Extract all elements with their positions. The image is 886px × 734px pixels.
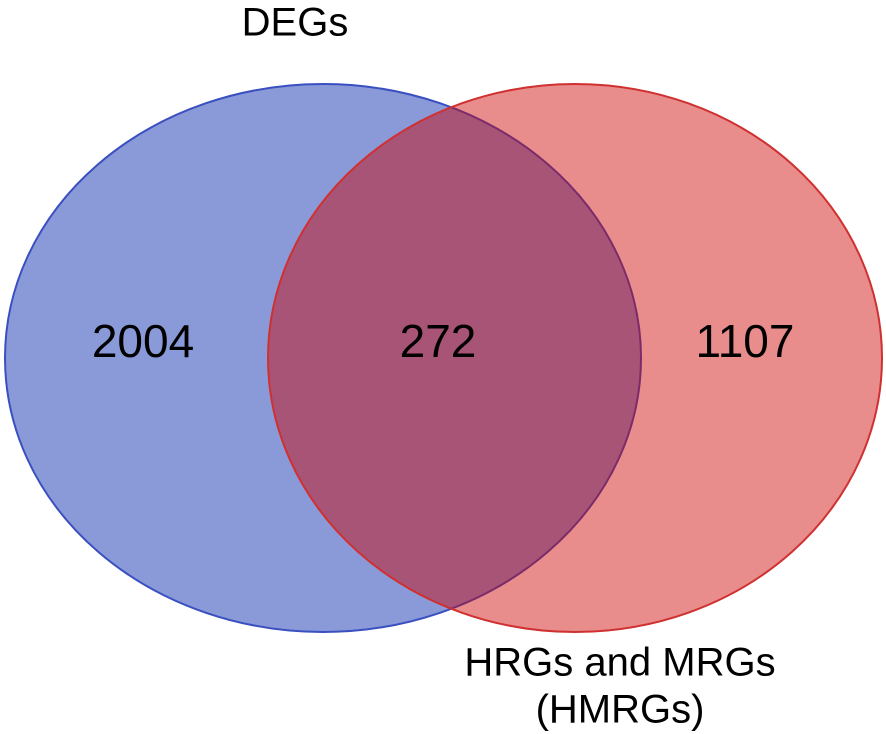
set-circle <box>4 83 642 633</box>
set-label: HRGs and MRGs <box>464 641 775 685</box>
region-count: 1107 <box>696 315 795 367</box>
set-circle <box>267 83 883 633</box>
set-label: (HMRGs) <box>536 688 705 732</box>
intersection-count: 272 <box>400 315 477 367</box>
region-count: 2004 <box>92 315 194 367</box>
set-label: DEGs <box>242 1 349 45</box>
